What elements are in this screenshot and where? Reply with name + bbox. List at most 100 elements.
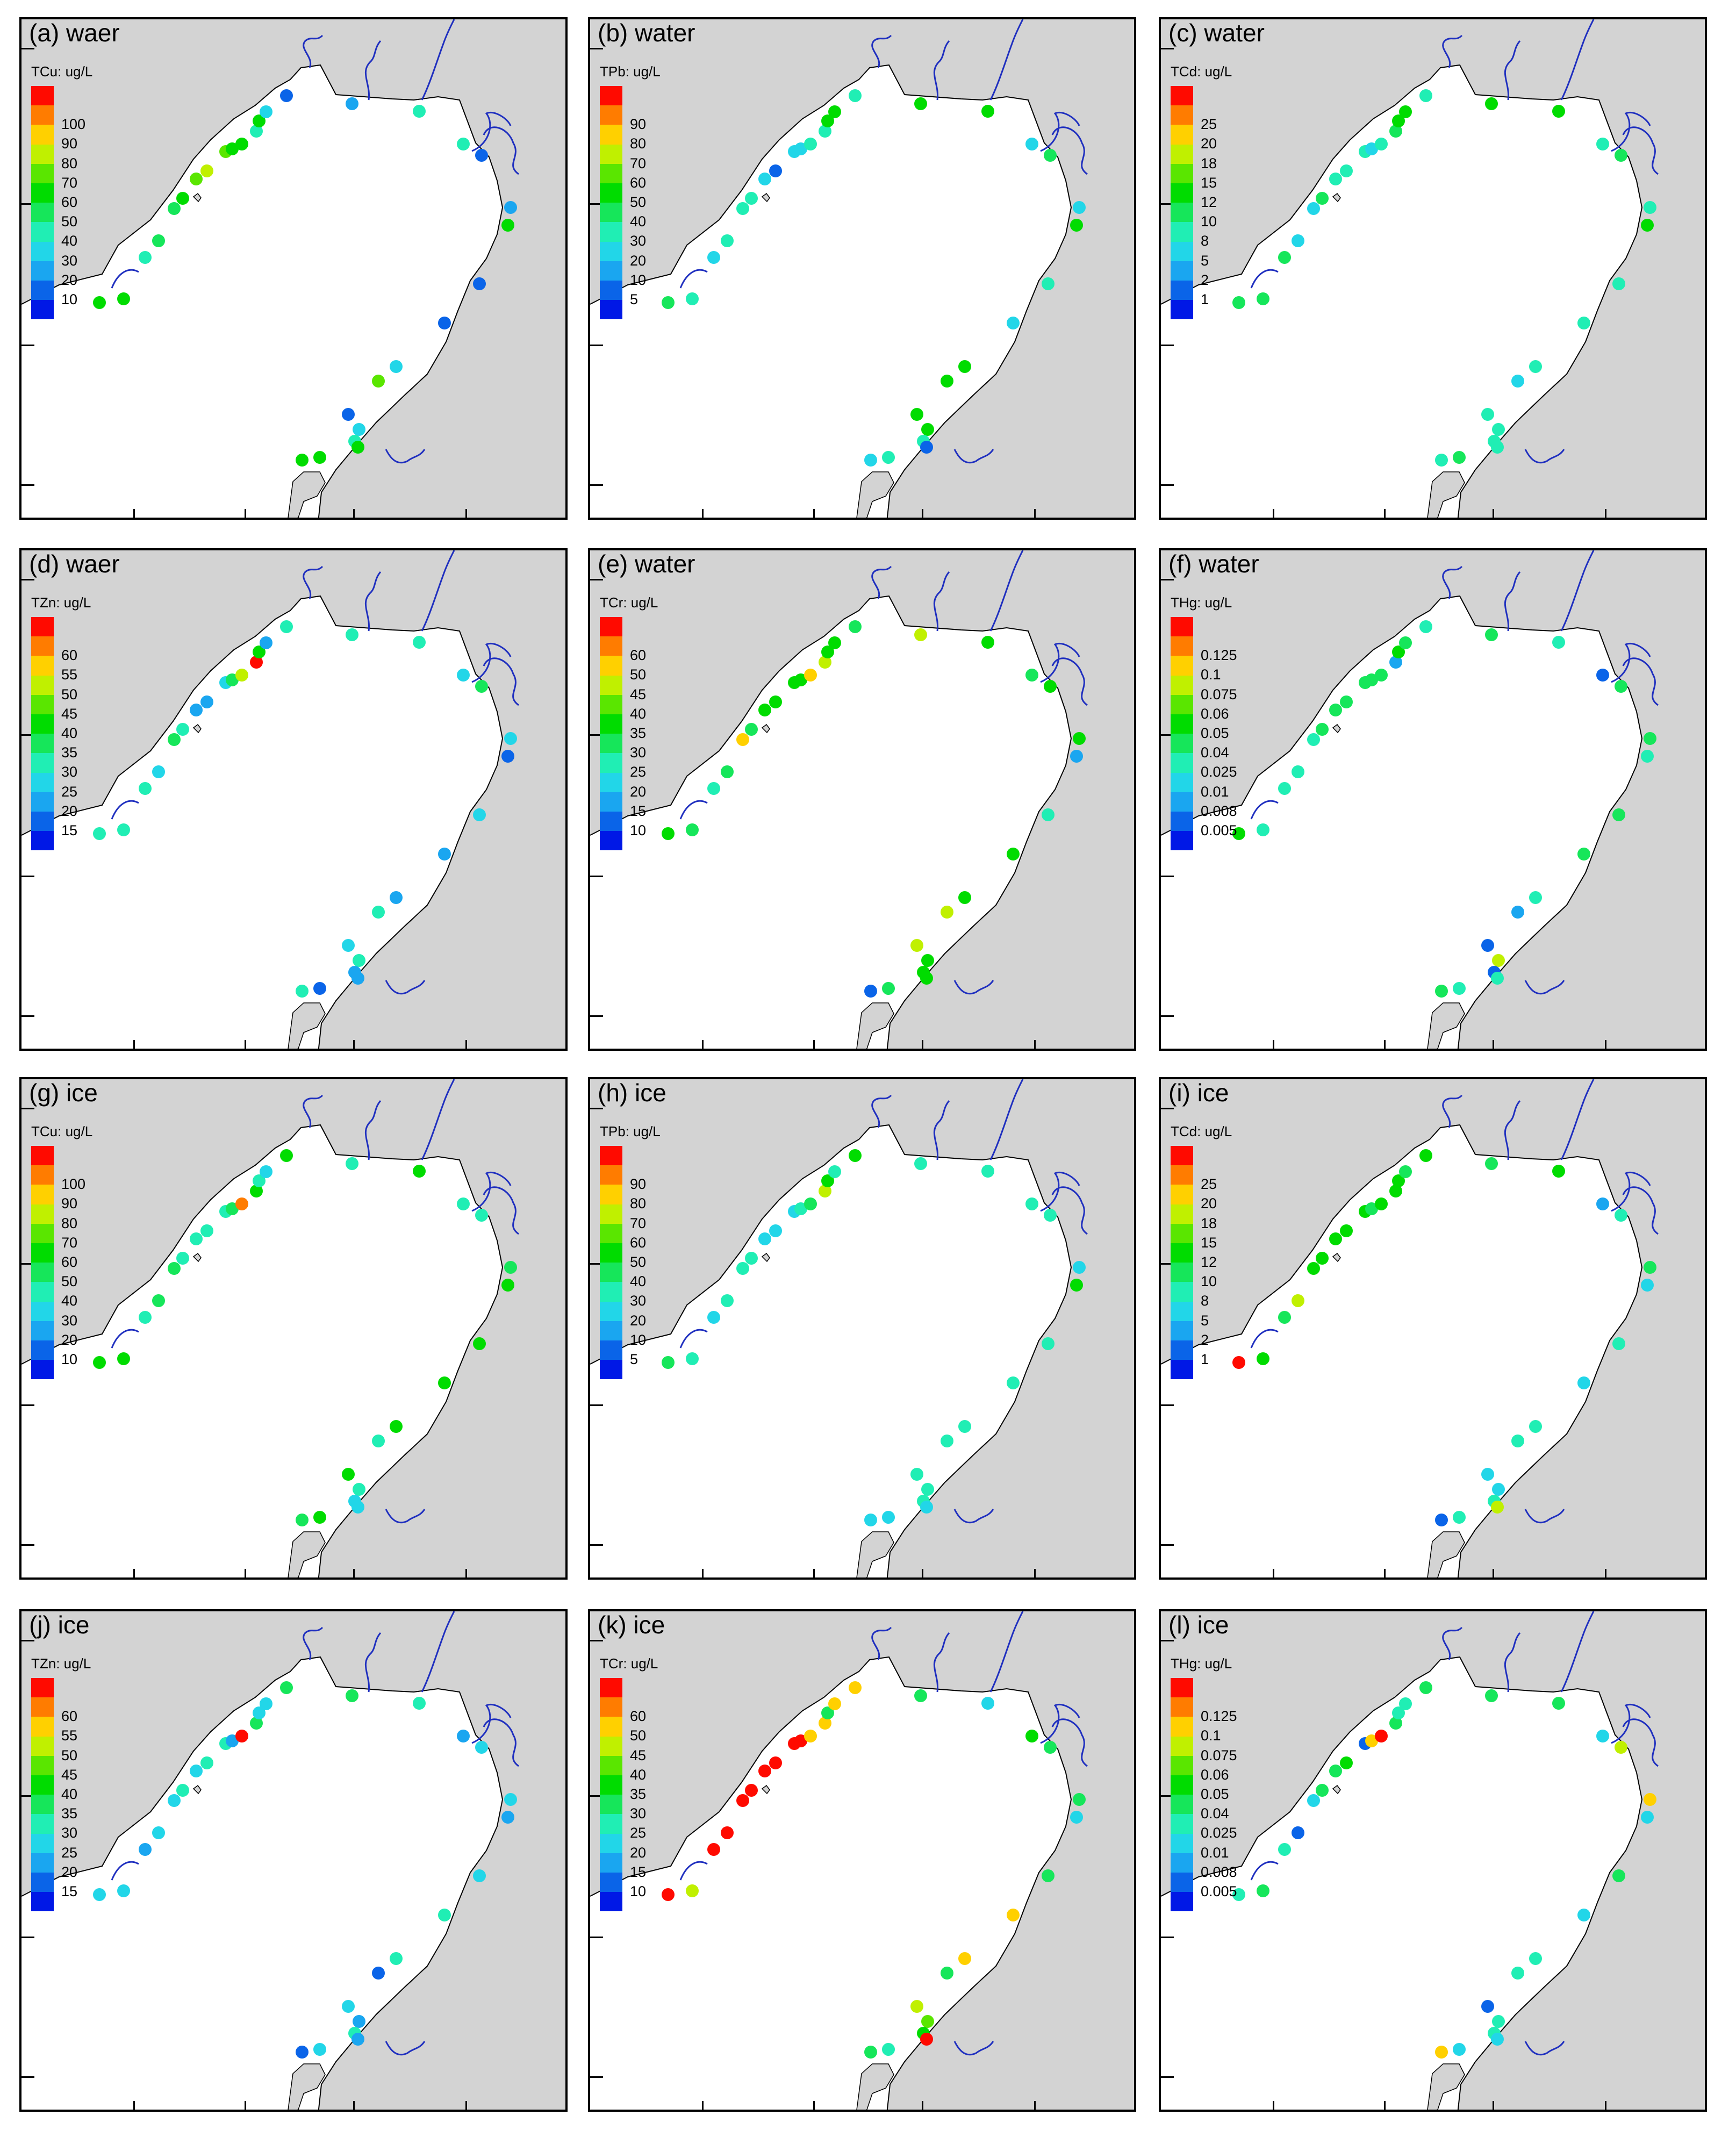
station-marker — [849, 89, 862, 102]
panel-title: (l) ice — [1168, 1611, 1229, 1639]
river — [483, 1718, 519, 1767]
y-axis-tick — [590, 1108, 603, 1109]
station-marker — [1389, 125, 1402, 138]
station-marker — [296, 2046, 309, 2059]
coastline-map — [21, 1079, 519, 1577]
station-marker — [864, 1514, 877, 1526]
station-marker — [226, 1734, 239, 1747]
legend-swatch — [600, 144, 622, 164]
x-axis-tick — [922, 2101, 923, 2110]
station-marker — [504, 201, 517, 214]
river — [303, 565, 324, 599]
river — [679, 269, 708, 289]
station-marker — [168, 1262, 181, 1275]
station-marker — [235, 138, 248, 150]
x-axis-tick — [1605, 1040, 1606, 1049]
station-marker — [152, 765, 165, 778]
station-marker — [921, 954, 934, 967]
legend-label: 100 — [61, 116, 86, 133]
legend-label: 45 — [630, 1747, 647, 1763]
station-marker — [1042, 808, 1054, 821]
legend-label: 20 — [630, 252, 647, 269]
station-marker — [296, 1514, 309, 1526]
river — [303, 34, 324, 68]
legend-label: 40 — [61, 725, 78, 741]
legend-label: 40 — [630, 213, 647, 230]
legend-swatch — [600, 203, 622, 223]
legend-label: 0.075 — [1201, 686, 1237, 702]
station-marker — [1435, 1514, 1448, 1526]
island — [761, 192, 770, 203]
panel-title: (a) waer — [29, 19, 120, 47]
legend-label: 0.008 — [1201, 802, 1237, 819]
river — [1524, 2041, 1565, 2056]
x-axis-tick — [702, 1040, 704, 1049]
legend-label: 10 — [630, 822, 647, 838]
station-marker — [821, 1706, 834, 1719]
legend-label: 15 — [61, 822, 78, 838]
station-marker — [1644, 1793, 1656, 1806]
legend-swatch — [31, 1185, 54, 1204]
legend-swatch — [600, 1263, 622, 1282]
station-marker — [794, 1734, 807, 1747]
station-marker — [1307, 1794, 1320, 1807]
station-marker — [438, 848, 451, 860]
legend-swatch — [1171, 1814, 1193, 1834]
x-axis-tick — [1273, 509, 1274, 518]
station-marker — [1491, 972, 1504, 985]
station-marker — [372, 906, 385, 919]
x-axis-tick — [1493, 509, 1494, 518]
legend-label: 15 — [61, 1883, 78, 1899]
station-marker — [200, 164, 213, 177]
legend-label: 5 — [630, 1351, 639, 1367]
legend-title: TCu: ug/L — [31, 63, 93, 80]
y-axis-tick — [590, 484, 603, 486]
legend-swatch — [1171, 694, 1193, 714]
station-marker — [1340, 1224, 1353, 1237]
station-marker — [313, 2043, 326, 2056]
river — [1040, 642, 1080, 683]
station-marker — [390, 360, 403, 373]
legend-swatch — [1171, 105, 1193, 125]
station-marker — [1615, 149, 1627, 162]
map-frame — [1159, 1077, 1707, 1580]
river — [385, 2041, 426, 2056]
station-marker — [882, 982, 895, 995]
legend-swatch — [1171, 203, 1193, 223]
legend-label: 20 — [630, 1312, 647, 1329]
panel-title: (f) water — [1168, 550, 1259, 578]
station-marker — [1453, 2043, 1466, 2056]
legend-swatch — [600, 1282, 622, 1302]
station-marker — [475, 149, 488, 162]
peninsula — [288, 1002, 326, 1049]
legend-swatch — [1171, 1717, 1193, 1737]
station-marker — [1491, 2033, 1504, 2046]
station-marker — [804, 138, 817, 150]
station-marker — [1511, 375, 1524, 388]
station-marker — [1485, 1689, 1498, 1702]
station-marker — [1552, 1697, 1565, 1710]
legend-swatch — [600, 753, 622, 773]
legend-label: 70 — [61, 1234, 78, 1251]
legend-label: 30 — [630, 1293, 647, 1309]
station-marker — [253, 114, 266, 127]
river — [303, 1094, 324, 1128]
river — [111, 1329, 139, 1349]
y-axis-tick — [21, 1937, 34, 1938]
legend-swatch — [1171, 734, 1193, 754]
station-marker — [351, 441, 364, 454]
river — [1442, 565, 1463, 599]
legend-label: 30 — [630, 744, 647, 761]
legend-label: 50 — [630, 666, 647, 683]
river — [953, 1509, 994, 1524]
coastline — [1161, 1656, 1643, 2110]
y-axis-tick — [21, 876, 34, 877]
station-marker — [353, 2015, 365, 2028]
station-marker — [353, 954, 365, 967]
panel-title: (i) ice — [1168, 1079, 1229, 1107]
river — [385, 449, 426, 464]
legend-label: 0.04 — [1201, 1805, 1229, 1822]
legend-label: 30 — [630, 233, 647, 249]
legend-swatch — [1171, 636, 1193, 656]
panel-title: (c) water — [1168, 19, 1265, 47]
